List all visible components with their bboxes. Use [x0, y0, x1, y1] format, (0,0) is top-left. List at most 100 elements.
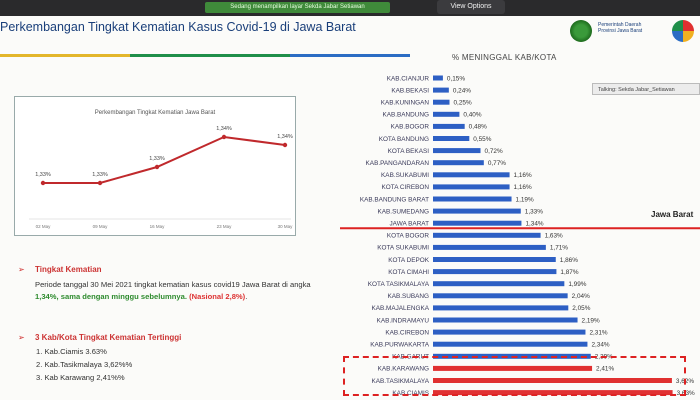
line-point	[40, 180, 46, 186]
title-rule-green	[130, 54, 290, 57]
line-point	[221, 134, 227, 140]
line-tick-label: 30 May	[278, 224, 294, 229]
bar	[433, 87, 449, 93]
bar-category-label: KAB.PANGANDARAN	[366, 160, 430, 167]
bar-category-label: KAB.INDRAMAYU	[377, 317, 430, 324]
bar-category-label: KOTA BEKASI	[388, 148, 430, 155]
bar-category-label: KAB.BANDUNG BARAT	[360, 196, 429, 203]
bar-value-label: 0,72%	[485, 148, 503, 155]
bar	[433, 184, 510, 190]
bar-category-label: KAB.CIAMIS	[392, 390, 429, 397]
bar-value-label: 0,48%	[469, 124, 487, 131]
bullet-arrow-icon: ➢	[18, 265, 25, 274]
bar	[433, 136, 470, 141]
line-chart-title: Perkembangan Tingkat Kematian Jawa Barat	[95, 110, 216, 116]
bar-value-label: 2,05%	[572, 305, 590, 312]
bar-value-label: 2,34%	[591, 342, 609, 349]
summary-paragraph: Periode tanggal 30 Mei 2021 tingkat kema…	[35, 280, 311, 301]
talking-indicator: Talking: Sekda Jabar_Setiawan	[592, 83, 700, 95]
bar-category-label: KOTA CIREBON	[382, 184, 430, 191]
line-point	[282, 142, 288, 148]
bar	[433, 329, 586, 335]
bar-value-label: 2,19%	[582, 317, 600, 324]
bar-category-label: KAB.MAJALENGKA	[371, 305, 429, 312]
bar	[433, 148, 481, 154]
bar	[433, 257, 556, 262]
bar	[433, 281, 565, 287]
bar-category-label: KOTA TASIKMALAYA	[368, 281, 430, 288]
bar-value-label: 1,33%	[525, 208, 543, 215]
line-tick-label: 02 May	[36, 224, 52, 229]
line-chart: Perkembangan Tingkat Kematian Jawa Barat…	[14, 96, 296, 236]
bar	[433, 75, 443, 81]
bar-category-label: KAB.CIREBON	[385, 329, 429, 336]
bar	[433, 293, 568, 299]
bar-category-label: KAB.CIANJUR	[387, 75, 430, 82]
bar-category-label: KAB.SUBANG	[387, 293, 429, 300]
bar-value-label: 0,40%	[463, 112, 481, 119]
bar-value-label: 1,99%	[568, 281, 586, 288]
line-value-label: 1,33%	[35, 172, 51, 178]
bar	[433, 378, 672, 383]
line-tick-label: 16 May	[150, 224, 166, 229]
title-rule-yellow	[0, 54, 130, 57]
list-item: 3. Kab Karawang 2,41%%	[36, 373, 125, 382]
bar	[433, 341, 588, 347]
bar	[433, 365, 593, 371]
bar	[433, 305, 569, 311]
bar-category-label: KAB.SUMEDANG	[378, 208, 430, 215]
bar	[433, 244, 546, 250]
section-heading-top3: 3 Kab/Kota Tingkat Kematian Tertinggi	[35, 333, 182, 342]
line-point	[154, 164, 160, 170]
section-heading-tingkat: Tingkat Kematian	[35, 265, 102, 274]
bar-category-label: KOTA DEPOK	[388, 257, 429, 264]
bar-category-label: KOTA BOGOR	[387, 233, 430, 240]
bar-value-label: 2,31%	[589, 329, 607, 336]
bar	[433, 123, 465, 129]
bar	[433, 99, 450, 105]
logo-text: Pemerintah Daerah Provinsi Jawa Barat	[598, 22, 643, 34]
bar	[433, 208, 521, 214]
top3-highlight-box	[343, 356, 686, 396]
bar-value-label: 1,16%	[514, 172, 532, 179]
bar-category-label: KAB.PURWAKARTA	[370, 342, 429, 349]
bar-category-label: KAB.BANDUNG	[382, 112, 429, 119]
bar-value-label: 2,04%	[572, 293, 590, 300]
bar-value-label: 1,63%	[545, 233, 563, 240]
line-tick-label: 23 May	[217, 224, 233, 229]
bar	[433, 232, 541, 238]
bullet-arrow-icon: ➢	[18, 333, 25, 342]
screen-share-banner: Sedang menampilkan layar Sekda Jabar Set…	[205, 2, 390, 13]
line-value-label: 1,33%	[92, 172, 108, 178]
bar-value-label: 1,86%	[560, 257, 578, 264]
bar-category-label: KAB.TASIKMALAYA	[371, 378, 429, 385]
bar-chart-title: % MENINGGAL KAB/KOTA	[452, 53, 557, 62]
bar-value-label: 1,19%	[516, 196, 534, 203]
secondary-logo-icon	[672, 20, 694, 42]
bar-value-label: 0,55%	[473, 136, 491, 143]
line-value-label: 1,33%	[149, 156, 165, 162]
bar-category-label: KAB.KUNINGAN	[381, 100, 430, 107]
bar-category-label: KOTA CIMAHI	[388, 269, 429, 276]
bar	[433, 111, 460, 117]
bar-category-label: KAB.BEKASI	[391, 87, 429, 94]
bar-value-label: 0,25%	[454, 100, 472, 107]
line-point	[97, 180, 103, 186]
bar	[433, 172, 510, 178]
list-item: 2. Kab.Tasikmalaya 3,62%%	[36, 360, 133, 369]
bar	[433, 160, 484, 166]
title-rule-blue	[290, 54, 410, 57]
bar-value-label: 1,34%	[525, 221, 543, 228]
line-value-label: 1,34%	[277, 134, 293, 140]
bar-category-label: KAB.KARAWANG	[378, 366, 429, 373]
view-options-button[interactable]: View Options	[437, 0, 505, 14]
line-value-label: 1,34%	[216, 126, 232, 132]
jabar-emblem-icon	[570, 20, 592, 42]
bar	[433, 269, 557, 275]
slide-title: Perkembangan Tingkat Kematian Kasus Covi…	[0, 20, 356, 34]
bar-value-label: 1,71%	[550, 245, 568, 252]
reference-line-label: Jawa Barat	[651, 210, 694, 219]
bar	[433, 317, 578, 323]
bar-value-label: 0,77%	[488, 160, 506, 167]
